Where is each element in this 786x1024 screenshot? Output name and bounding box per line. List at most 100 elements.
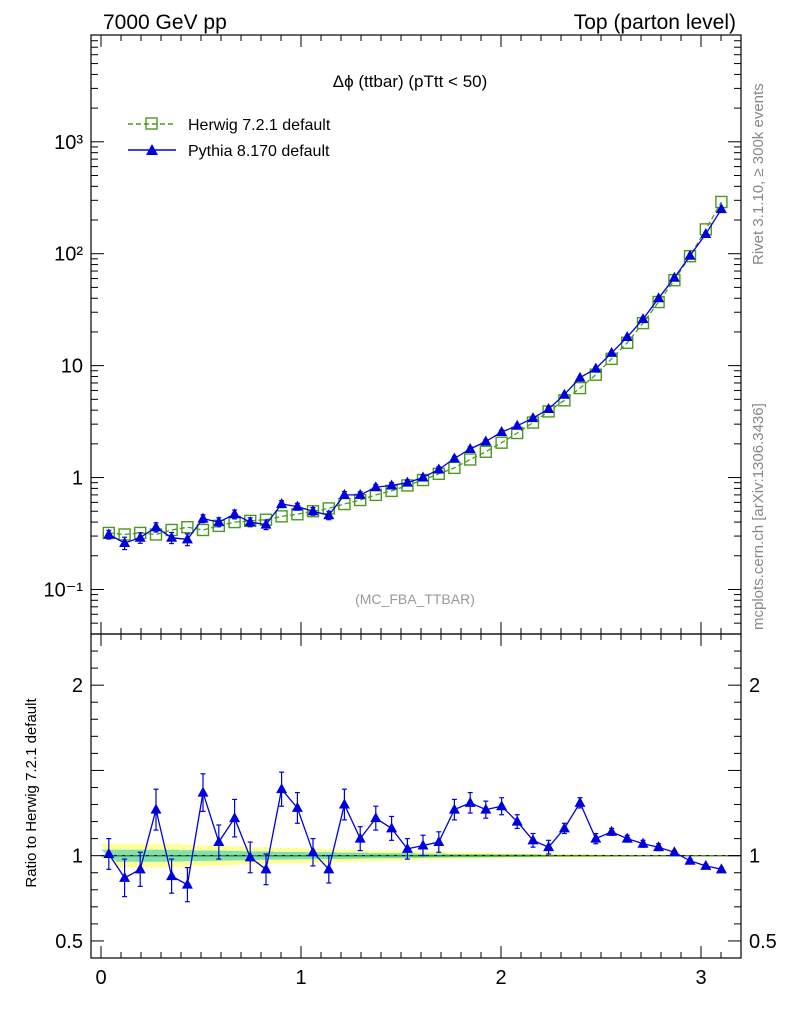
- x-tick-label: 3: [695, 967, 706, 989]
- ratio-pythia-point: [574, 796, 586, 807]
- pythia-point: [401, 476, 413, 487]
- y-tick-label: 10³: [54, 132, 83, 154]
- pythia-point: [417, 471, 429, 482]
- ratio-pythia-point: [229, 812, 241, 823]
- ratio-pythia-point: [433, 836, 445, 847]
- ratio-pythia-point: [511, 815, 523, 826]
- ratio-plot: 0.5 0.5 1 1 2 2 0 1 2 3: [55, 633, 777, 989]
- ratio-pythia-point: [606, 825, 618, 836]
- y-tick-label: 10²: [54, 244, 83, 266]
- main-title: Δϕ (ttbar) (pTtt < 50): [333, 72, 488, 91]
- x-tick-label: 0: [95, 967, 106, 989]
- ratio-pythia-point: [527, 834, 539, 845]
- pythia-point: [370, 481, 382, 492]
- ratio-pythia-point: [637, 837, 649, 848]
- pythia-point: [213, 516, 225, 527]
- pythia-point: [244, 516, 256, 527]
- ratio-pythia-point: [307, 846, 319, 857]
- ratio-pythia-point: [448, 803, 460, 814]
- ratio-pythia-point: [558, 822, 570, 833]
- pythia-point: [621, 331, 633, 342]
- pythia-point: [134, 531, 146, 542]
- pythia-point: [574, 371, 586, 382]
- pythia-point: [307, 505, 319, 516]
- ratio-pythia-point: [244, 851, 256, 862]
- x-tick-label: 1: [295, 967, 306, 989]
- herwig-point: [573, 381, 587, 395]
- y-tick-label: 10: [61, 356, 83, 378]
- ratio-pythia-point: [354, 832, 366, 843]
- pythia-point: [323, 509, 335, 520]
- ratio-pythia-point: [291, 801, 303, 812]
- ratio-y-tick-label: 2: [72, 675, 83, 697]
- legend-pythia-label: Pythia 8.170 default: [188, 143, 330, 160]
- ratio-ylabel: Ratio to Herwig 7.2.1 default: [23, 698, 40, 888]
- ratio-pythia-point: [213, 836, 225, 847]
- main-plot: 10⁻¹ 1 10 10² 10³: [44, 34, 742, 635]
- ratio-pythia-point: [653, 841, 665, 852]
- pythia-point: [386, 479, 398, 490]
- ratio-pythia-point: [417, 839, 429, 850]
- ratio-pythia-point: [134, 863, 146, 874]
- pythia-point: [480, 435, 492, 446]
- x-tick-label: 2: [495, 967, 506, 989]
- header-left: 7000 GeV pp: [103, 11, 227, 34]
- pythia-point: [150, 521, 162, 532]
- herwig-point: [181, 521, 194, 534]
- ratio-pythia-point: [668, 846, 680, 857]
- ratio-pythia-point: [684, 854, 696, 865]
- header-right: Top (parton level): [574, 11, 736, 34]
- ratio-pythia-point: [150, 803, 162, 814]
- herwig-point: [479, 445, 492, 458]
- pythia-point: [496, 426, 508, 437]
- ratio-pythia-line: [108, 787, 722, 886]
- legend: Herwig 7.2.1 default Pythia 8.170 defaul…: [128, 117, 331, 160]
- ratio-pythia-point: [260, 863, 272, 874]
- ratio-pythia-point: [700, 859, 712, 870]
- herwig-point: [275, 510, 288, 523]
- ratio-pythia-point: [464, 796, 476, 807]
- ratio-pythia-point: [386, 822, 398, 833]
- pythia-point: [354, 488, 366, 499]
- pythia-point: [433, 463, 445, 474]
- pythia-point: [181, 533, 193, 544]
- pythia-point: [166, 531, 178, 542]
- ratio-pythia-point: [119, 871, 131, 882]
- pythia-point: [590, 362, 602, 373]
- legend-herwig-marker: [145, 117, 158, 130]
- pythia-point: [103, 528, 115, 539]
- ratio-pythia-point: [338, 798, 350, 809]
- pythia-point: [668, 271, 680, 282]
- ratio-y-tick-label-right: 1: [749, 846, 760, 868]
- herwig-point: [196, 523, 210, 537]
- ratio-pythia-point: [323, 863, 335, 874]
- pythia-point: [119, 537, 131, 548]
- pythia-point: [511, 419, 523, 430]
- pythia-point: [684, 249, 696, 260]
- pythia-point: [700, 228, 712, 239]
- ratio-pythia-point: [496, 800, 508, 811]
- ratio-pythia-point: [590, 832, 602, 843]
- ratio-pythia-point: [401, 842, 413, 853]
- ratio-pythia-point: [370, 812, 382, 823]
- y-tick-label: 10⁻¹: [44, 579, 84, 601]
- pythia-point: [558, 388, 570, 399]
- pythia-point: [527, 412, 539, 423]
- y-tick-label: 1: [72, 468, 83, 490]
- mcplots-label: mcplots.cern.ch [arXiv:1306.3436]: [750, 403, 767, 630]
- watermark: (MC_FBA_TTBAR): [355, 591, 475, 607]
- pythia-point: [464, 442, 476, 453]
- pythia-point: [229, 508, 241, 519]
- ratio-pythia-point: [181, 878, 193, 889]
- ratio-pythia-point: [103, 847, 115, 858]
- ratio-pythia-point: [543, 841, 555, 852]
- pythia-point: [197, 512, 209, 523]
- pythia-point: [276, 498, 288, 509]
- herwig-point: [464, 453, 477, 466]
- herwig-line: [108, 201, 722, 536]
- pythia-point: [637, 313, 649, 324]
- rivet-label: Rivet 3.1.10, ≥ 300k events: [750, 83, 767, 265]
- ratio-y-tick-label: 0.5: [55, 931, 83, 953]
- pythia-point: [338, 488, 350, 499]
